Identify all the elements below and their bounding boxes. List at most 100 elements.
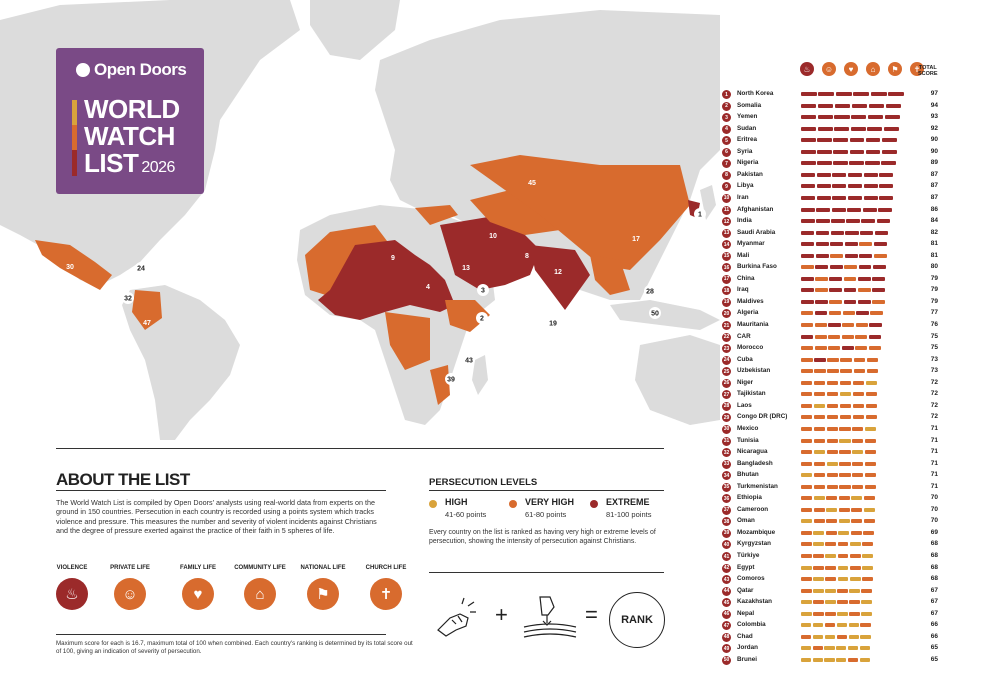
score-segment [852, 450, 864, 455]
score-segment [833, 149, 849, 154]
score-segment [801, 588, 812, 593]
rank-badge: 21 [722, 321, 731, 330]
score-segment [815, 299, 828, 304]
country-row: 10 Iran 87 [722, 193, 938, 204]
score-segment [813, 473, 826, 478]
total-score: 72 [930, 390, 938, 398]
score-segment [837, 542, 849, 547]
score-segment [801, 115, 817, 120]
svg-text:47: 47 [143, 320, 151, 327]
total-score: 71 [930, 448, 938, 456]
country-name: Egypt [737, 563, 755, 571]
score-segment [863, 172, 878, 177]
country-row: 34 Bhutan 71 [722, 470, 938, 481]
sphere-label: VIOLENCE [56, 565, 88, 571]
country-row: 12 India 84 [722, 216, 938, 227]
score-segment [862, 565, 873, 570]
score-segment [832, 184, 847, 189]
about-text: The World Watch List is compiled by Open… [56, 498, 377, 536]
score-bars [801, 172, 911, 178]
rank-markers: 1 2 3 4 8 9 10 12 13 17 19 24 28 30 32 3… [66, 180, 706, 385]
country-name: Kazakhstan [737, 598, 772, 606]
score-bars [801, 484, 911, 490]
rank-badge: 44 [722, 586, 731, 596]
logo-title: WORLD WATCH LIST 2026 [84, 94, 180, 178]
total-score: 87 [930, 170, 938, 178]
score-segment [826, 415, 839, 420]
score-segment [801, 623, 812, 628]
persecution-regions [35, 155, 700, 405]
score-segment [801, 565, 812, 570]
total-score: 90 [930, 147, 938, 155]
country-row: 42 Egypt 68 [722, 563, 938, 574]
score-segment [864, 461, 877, 466]
marker-rank-10: 10 [489, 233, 497, 240]
score-segment [882, 138, 897, 143]
score-segment [837, 565, 849, 570]
pressure-icon [523, 596, 577, 638]
total-score: 68 [930, 563, 938, 571]
level-dot [429, 500, 437, 508]
rank-badge: 9 [722, 182, 731, 192]
score-segment [801, 554, 812, 558]
score-segment [888, 92, 905, 96]
svg-text:10: 10 [489, 233, 497, 240]
score-segment [849, 161, 864, 166]
person-icon: ☺ [114, 578, 146, 610]
total-score: 67 [930, 598, 938, 606]
level-extreme: EXTREME 81-100 points [590, 497, 651, 519]
score-segment [846, 219, 860, 224]
rank-badge: 10 [722, 193, 731, 203]
score-segment [851, 507, 863, 512]
score-segment [801, 253, 815, 258]
marker-rank-47: 47 [143, 320, 151, 327]
score-bars [801, 138, 911, 143]
country-row: 47 Colombia 66 [722, 620, 938, 631]
region-horn-africa [445, 300, 490, 332]
score-segment [815, 276, 828, 281]
score-bars [801, 600, 911, 605]
score-segment [839, 380, 852, 385]
rank-badge: 40 [722, 540, 731, 550]
level-high: HIGH 41-60 points [429, 497, 486, 519]
score-segment [837, 611, 848, 616]
score-bars [801, 380, 911, 386]
total-score: 81 [930, 240, 938, 248]
rank-badge: 26 [722, 378, 731, 388]
country-row: 15 Mali 81 [722, 251, 938, 262]
country-name: India [737, 217, 752, 225]
score-segment [861, 219, 876, 224]
score-segment [837, 577, 849, 582]
score-segment [801, 577, 812, 582]
total-score: 65 [930, 655, 938, 663]
house-icon: ⌂ [244, 578, 276, 610]
svg-text:24: 24 [137, 266, 145, 273]
rank-badge: 15 [722, 251, 731, 261]
svg-text:28: 28 [646, 289, 654, 296]
rank-badge: 28 [722, 401, 731, 411]
score-segment [801, 380, 813, 385]
score-segment [801, 600, 812, 605]
rank-badge: 47 [722, 621, 731, 631]
score-segment [864, 426, 877, 431]
svg-text:39: 39 [447, 377, 455, 384]
score-segment [859, 646, 870, 651]
country-name: Sudan [737, 124, 757, 132]
svg-text:17: 17 [632, 236, 640, 243]
score-segment [847, 184, 863, 189]
score-segment [865, 149, 881, 154]
level-name: EXTREME [606, 497, 650, 507]
marker-rank-8: 8 [525, 253, 529, 260]
score-segment [826, 519, 838, 524]
score-segment [813, 554, 824, 558]
marker-rank-30: 30 [66, 264, 74, 271]
score-bars [801, 623, 911, 628]
country-name: Congo DR (DRC) [737, 413, 788, 421]
score-bars [801, 161, 911, 166]
score-segment [862, 577, 873, 582]
score-segment [813, 403, 826, 408]
region-middle-east [440, 215, 540, 290]
marker-rank-3: 3 [477, 284, 489, 296]
country-row: 3 Yemen 93 [722, 112, 938, 123]
score-segment [824, 646, 835, 651]
